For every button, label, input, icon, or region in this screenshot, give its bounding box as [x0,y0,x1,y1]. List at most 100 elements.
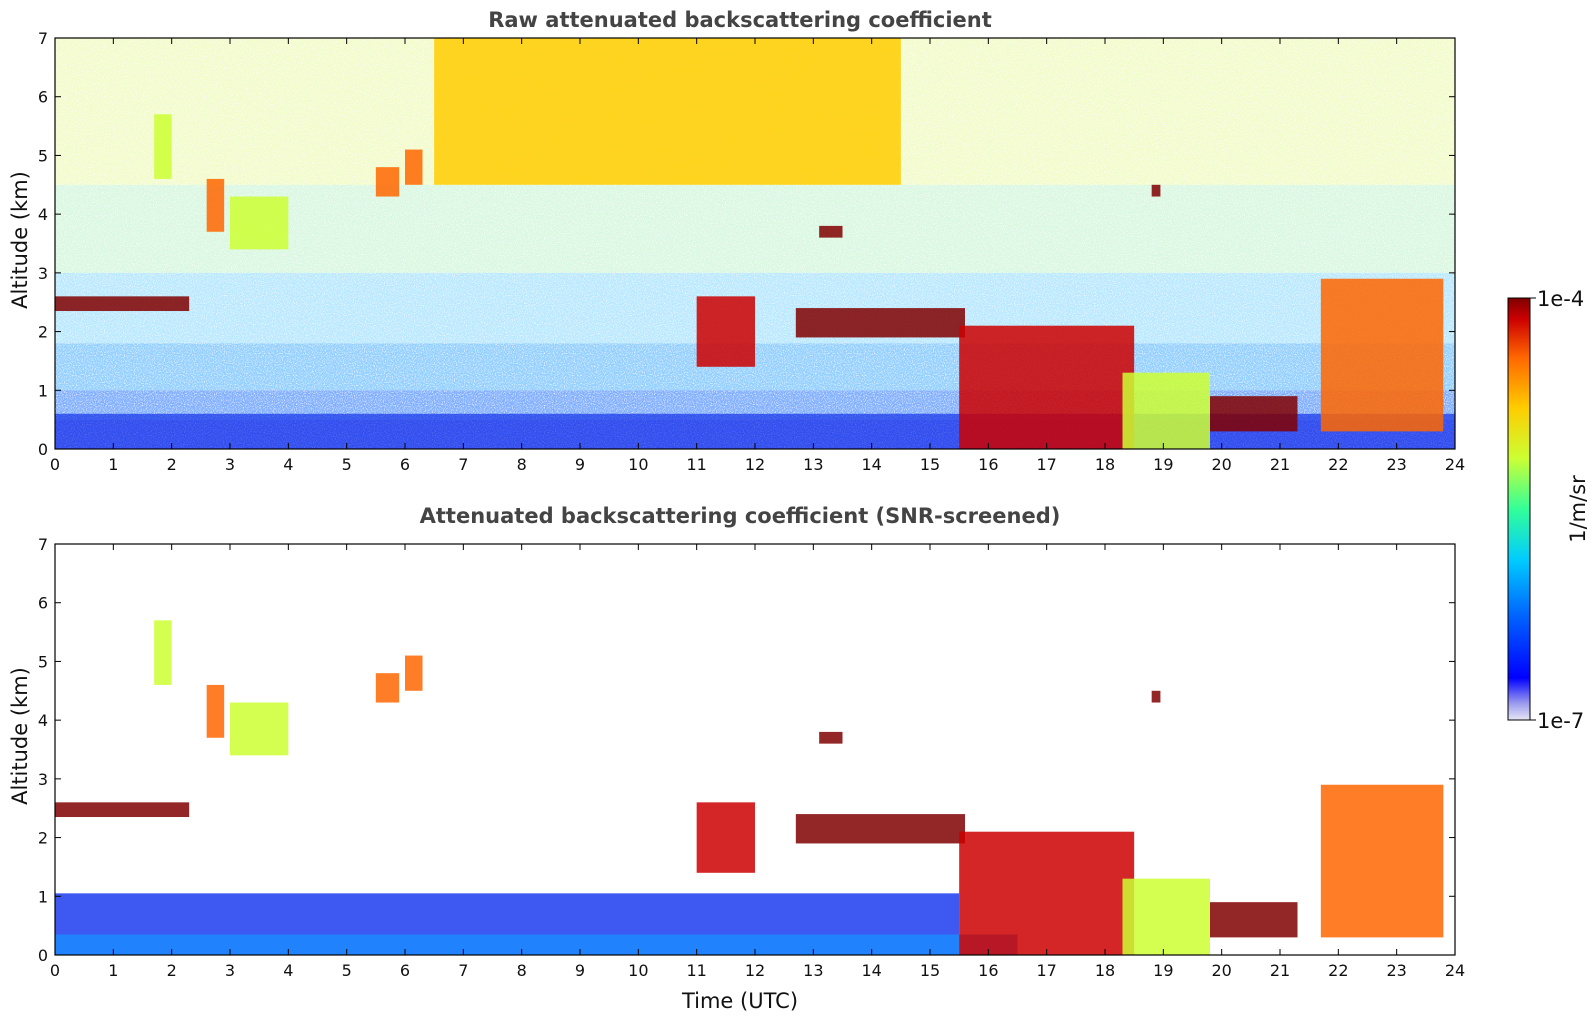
y-tick-label: 4 [38,205,48,224]
data-layer [230,196,289,250]
x-tick-label: 8 [517,455,527,474]
data-layer [230,702,289,756]
x-tick-label: 6 [400,961,410,980]
x-tick-label: 11 [686,455,706,474]
data-layer [819,731,843,744]
x-tick-label: 3 [225,961,235,980]
x-tick-label: 15 [920,961,940,980]
x-tick-label: 3 [225,455,235,474]
x-tick-label: 0 [50,961,60,980]
y-tick-label: 3 [38,264,48,283]
colorbar: 1e-4 1e-7 1/m/sr [1507,287,1590,733]
data-layer [795,814,965,844]
x-tick-label: 1 [108,455,118,474]
data-layer [154,114,172,179]
x-tick-label: 9 [575,455,585,474]
data-layer [206,178,225,232]
data-layer [55,296,190,312]
data-layer [434,38,901,185]
x-tick-label: 2 [167,961,177,980]
x-tick-label: 13 [803,961,823,980]
y-tick-label: 4 [38,711,48,730]
data-layer [1151,184,1161,197]
data-layer [405,149,423,185]
y-tick-label: 0 [38,946,48,965]
x-tick-label: 20 [1211,455,1231,474]
x-tick-label: 24 [1445,961,1465,980]
x-tick-label: 4 [283,961,293,980]
panel-title: Attenuated backscattering coefficient (S… [420,504,1061,528]
x-tick-label: 1 [108,961,118,980]
x-tick-label: 23 [1386,961,1406,980]
x-tick-label: 8 [517,961,527,980]
x-tick-label: 10 [628,455,648,474]
x-tick-label: 20 [1211,961,1231,980]
y-tick-label: 7 [38,535,48,554]
x-tick-label: 2 [167,455,177,474]
y-tick-label: 6 [38,594,48,613]
colorbar-unit-label: 1/m/sr [1566,475,1590,543]
x-tick-label: 23 [1386,455,1406,474]
data-layer [375,167,400,197]
y-tick-label: 5 [38,652,48,671]
data-layer [405,655,423,691]
data-layer [1151,690,1161,703]
x-tick-label: 22 [1328,455,1348,474]
data-layer [819,225,843,238]
x-tick-label: 18 [1095,961,1115,980]
x-tick-label: 17 [1036,455,1056,474]
y-tick-label: 6 [38,88,48,107]
x-tick-label: 7 [458,455,468,474]
x-tick-label: 12 [745,961,765,980]
x-tick-label: 0 [50,455,60,474]
y-tick-label: 3 [38,770,48,789]
data-layer [375,673,400,703]
data-layer [206,684,225,738]
y-axis-label: Altitude (km) [8,171,32,309]
data-layer [154,620,172,685]
data-layer [1122,878,1210,955]
data-layer [1122,372,1210,449]
x-tick-label: 21 [1270,455,1290,474]
y-tick-label: 2 [38,323,48,342]
boundary-layer-core [55,934,1018,955]
y-tick-label: 7 [38,29,48,48]
x-tick-label: 9 [575,961,585,980]
x-tick-label: 5 [342,455,352,474]
data-layer [1210,902,1298,938]
y-tick-label: 0 [38,440,48,459]
panel-screened: Attenuated backscattering coefficient (S… [8,504,1465,1013]
x-tick-label: 13 [803,455,823,474]
x-tick-label: 22 [1328,961,1348,980]
x-tick-label: 12 [745,455,765,474]
data-layer [959,325,1135,449]
y-axis-label: Altitude (km) [8,667,32,805]
data-layer [55,802,190,818]
x-axis-label: Time (UTC) [681,989,798,1013]
x-tick-label: 14 [861,961,881,980]
y-tick-label: 2 [38,829,48,848]
y-tick-label: 1 [38,887,48,906]
x-tick-label: 15 [920,455,940,474]
colorbar-min-label: 1e-7 [1537,709,1584,733]
x-tick-label: 11 [686,961,706,980]
data-layer [795,308,965,338]
x-tick-label: 18 [1095,455,1115,474]
plot-area: 0 1 2 3 4 5 6 7 8 9 10 11 12 13 14 15 16 17 18 19 20 21 22 23 24… [38,535,1465,980]
panel-raw: Raw attenuated backscattering coefficien… [8,8,1465,474]
x-tick-label: 16 [978,961,998,980]
y-tick-label: 5 [38,146,48,165]
plot-area: 0 1 2 3 4 5 6 7 8 9 10 11 12 13 14 15 16 17 18 19 20 21 22 23 24… [38,29,1465,474]
y-tick-label: 1 [38,381,48,400]
data-layer [959,831,1135,955]
x-tick-label: 7 [458,961,468,980]
x-tick-label: 19 [1153,455,1173,474]
x-tick-label: 5 [342,961,352,980]
data-layer [696,296,755,367]
panel-title: Raw attenuated backscattering coefficien… [488,8,992,32]
data-layer [1320,784,1444,938]
data-layer [696,802,755,873]
x-tick-label: 24 [1445,455,1465,474]
data-layer [1320,278,1444,432]
